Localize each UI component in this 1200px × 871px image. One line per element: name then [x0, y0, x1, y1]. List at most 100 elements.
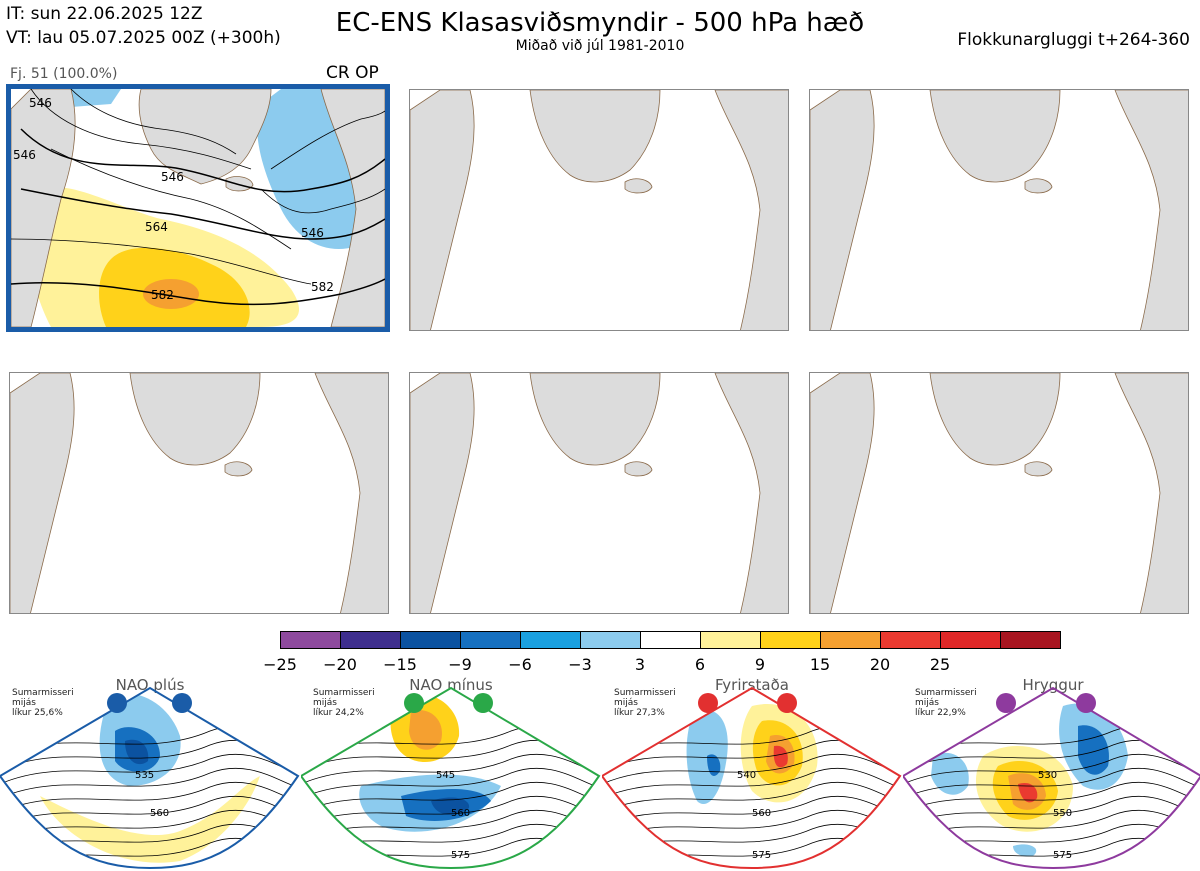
colorbar-swatch: [580, 631, 641, 649]
colorbar-swatch: [880, 631, 941, 649]
contour-line: [903, 726, 1200, 757]
valid-time: VT: lau 05.07.2025 00Z (+300h): [6, 28, 281, 48]
regime-outline: [602, 686, 902, 870]
regime-outline: [903, 686, 1200, 870]
regime-map: 545 560 575: [301, 686, 601, 870]
contour-line: [0, 796, 298, 827]
contour-line: [301, 754, 599, 785]
contour-line: [903, 782, 1200, 813]
contour-line: [903, 754, 1200, 785]
contour-line: [301, 782, 599, 813]
contour-line: [602, 754, 900, 785]
contour-label: 546: [161, 170, 184, 184]
cluster-map-panel[interactable]: 546 564 582 546 582 546 546: [6, 84, 390, 332]
empty-map-panel: [809, 89, 1189, 331]
colorbar-swatch: [280, 631, 341, 649]
contour-label: 546: [301, 226, 324, 240]
regime-map: 540 560 575: [602, 686, 902, 870]
contour-line: [602, 768, 900, 799]
regime-info-line: mijás: [614, 698, 638, 708]
contour-label: 582: [311, 280, 334, 294]
anomaly-area: [1018, 782, 1038, 803]
contour-label: 560: [451, 808, 470, 819]
contour-line: [903, 768, 1200, 799]
colorbar-swatch: [1000, 631, 1061, 649]
contour-label: 535: [135, 770, 154, 781]
contour-label: 575: [752, 850, 771, 861]
regime-panel: NAO mínus Sumarmisseri mijás líkur 24,2% 545…: [301, 676, 601, 871]
anomaly-area: [931, 752, 969, 795]
regime-dot: [107, 693, 127, 713]
colorbar-swatch: [940, 631, 1001, 649]
colorbar-swatch: [400, 631, 461, 649]
contour-line: [0, 782, 298, 813]
contour-label: 582: [151, 288, 174, 302]
contour-line: [602, 796, 900, 827]
max-anomaly: [143, 279, 199, 309]
contour-label: 575: [1053, 850, 1072, 861]
colorbar-tick-label: 9: [754, 655, 766, 674]
contour-line: [0, 768, 298, 799]
colorbar-tick-label: −15: [383, 655, 417, 674]
colorbar-tick-label: 15: [809, 655, 831, 674]
contour-label: 546: [13, 148, 36, 162]
contour-label: 560: [150, 808, 169, 819]
anomaly-area: [773, 745, 788, 768]
regime-dot: [473, 693, 493, 713]
colorbar-tick-label: 20: [869, 655, 891, 674]
colorbar-swatch: [460, 631, 521, 649]
regime-title: NAO mínus: [409, 676, 493, 694]
regime-outline: [0, 686, 300, 870]
colorbar-tick-label: −6: [508, 655, 532, 674]
europe: [320, 89, 385, 327]
regime-info: Sumarmisseri mijás líkur 25,6%: [12, 688, 74, 718]
regime-panel: NAO plús Sumarmisseri mijás líkur 25,6% 535 5…: [0, 676, 300, 871]
empty-map-panel: [409, 372, 789, 614]
regime-dot: [996, 693, 1016, 713]
regime-info-line: líkur 25,6%: [12, 708, 63, 718]
colorbar-tick-label: −3: [568, 655, 592, 674]
greenland: [138, 89, 272, 185]
colorbar-tick-label: −9: [448, 655, 472, 674]
regime-title: Hryggur: [1022, 676, 1084, 694]
regime-title: Fyrirstaða: [715, 676, 789, 694]
regime-info-line: líkur 22,9%: [915, 708, 966, 718]
colorbar-swatch: [640, 631, 701, 649]
contour-label: 560: [752, 808, 771, 819]
initial-time: IT: sun 22.06.2025 12Z: [6, 4, 203, 24]
colorbar-tick-label: 3: [634, 655, 646, 674]
cluster-label: Fj. 51 (100.0%): [10, 66, 118, 82]
cluster-tag: CR OP: [326, 63, 379, 83]
empty-map-panel: [409, 89, 789, 331]
colorbar-tick-label: 25: [929, 655, 951, 674]
colorbar-tick-label: 6: [694, 655, 706, 674]
colorbar-tick-label: −25: [263, 655, 297, 674]
colorbar-tick-label: −20: [323, 655, 357, 674]
colorbar-swatch: [340, 631, 401, 649]
contour-line: [301, 796, 599, 827]
north-america: [11, 89, 76, 327]
contour-label: 575: [451, 850, 470, 861]
page-subtitle: Miðað við júl 1981-2010: [515, 38, 685, 54]
colorbar-swatch: [700, 631, 761, 649]
contour-line: [903, 796, 1200, 827]
contour-label: 564: [145, 220, 168, 234]
colorbar-swatch: [820, 631, 881, 649]
regime-info-line: mijás: [915, 698, 939, 708]
anomaly-area: [431, 797, 470, 815]
regime-info-line: Sumarmisseri: [313, 688, 375, 698]
regime-map: 535 560: [0, 686, 300, 870]
contour-label: 540: [737, 770, 756, 781]
regime-info-line: mijás: [12, 698, 36, 708]
contour-line: [903, 838, 1200, 868]
regime-info-line: líkur 24,2%: [313, 708, 364, 718]
colorbar-swatch: [520, 631, 581, 649]
iceland: [225, 176, 254, 192]
contour-label: 550: [1053, 808, 1072, 819]
regime-info: Sumarmisseri mijás líkur 27,3%: [614, 688, 676, 718]
contour-label: 546: [29, 96, 52, 110]
regime-title: NAO plús: [115, 676, 185, 694]
regime-info-line: mijás: [313, 698, 337, 708]
anomaly-area: [1078, 725, 1109, 775]
regime-map: 530 550 575: [903, 686, 1200, 870]
